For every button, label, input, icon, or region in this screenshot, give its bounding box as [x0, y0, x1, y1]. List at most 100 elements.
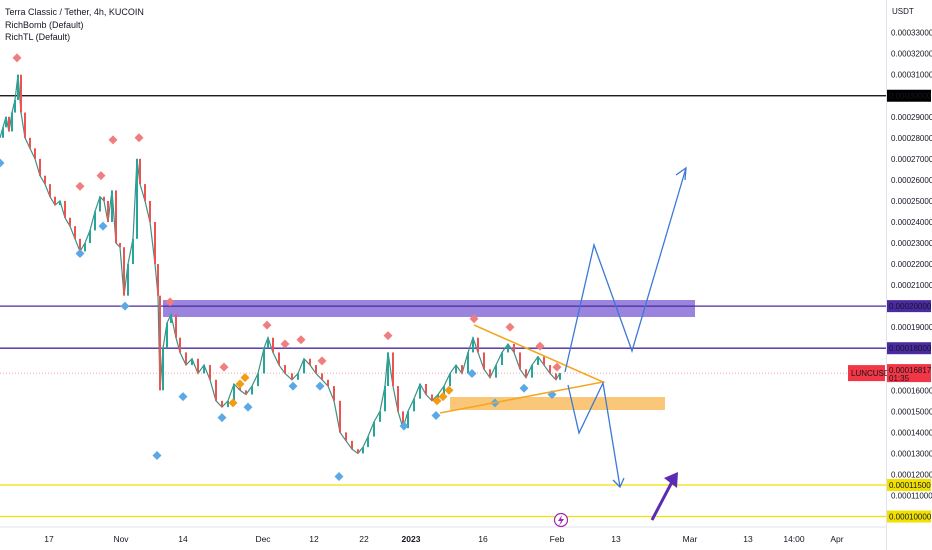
- candle-10: [34, 148, 36, 159]
- orange-marker-3: [432, 396, 442, 406]
- candle-70: [339, 400, 341, 433]
- candle-108: [555, 373, 557, 380]
- candle-63: [297, 373, 299, 380]
- candle-48: [209, 365, 211, 380]
- candle-59: [272, 337, 274, 353]
- candle-79: [387, 352, 389, 387]
- candle-87: [431, 394, 433, 401]
- y-tick-4: 0.00028000: [891, 134, 932, 143]
- y-tick-6: 0.00026000: [891, 176, 932, 185]
- y-tick-15: 0.00014000: [891, 428, 932, 437]
- orange-marker-2: [240, 373, 250, 383]
- candle-26: [111, 190, 113, 222]
- legend-indicator-richtl: RichTL (Default): [5, 32, 71, 42]
- candle-54: [245, 390, 247, 395]
- candle-105: [537, 356, 539, 366]
- candle-61: [284, 365, 286, 374]
- y-tick-9: 0.00023000: [891, 239, 932, 248]
- candle-6: [17, 74, 19, 100]
- candle-57: [263, 348, 265, 374]
- bullish-marker-3: [120, 301, 130, 311]
- candle-109: [559, 373, 561, 380]
- candle-94: [472, 337, 474, 353]
- x-tick-11: 13: [743, 534, 753, 544]
- purple-arrow-shaft: [650, 479, 675, 521]
- candle-7: [20, 74, 22, 113]
- current-price-countdown: 01:35: [889, 374, 910, 383]
- bearish-marker-1: [75, 181, 85, 191]
- bullish-marker-2: [98, 221, 108, 231]
- candle-103: [525, 369, 527, 378]
- candle-106: [543, 356, 545, 366]
- bullish-marker-8: [288, 381, 298, 391]
- price-label-4: 0.00010000: [889, 513, 932, 522]
- price-label-1: 0.00020000: [889, 302, 932, 311]
- candle-28: [119, 243, 121, 248]
- candle-27: [115, 190, 117, 244]
- candle-91: [455, 365, 457, 374]
- bearish-marker-8: [296, 335, 306, 345]
- candle-15: [59, 200, 61, 206]
- candle-31: [132, 238, 134, 265]
- candle-17: [69, 217, 71, 227]
- candle-14: [54, 196, 56, 206]
- candle-5: [14, 99, 16, 113]
- candle-35: [149, 200, 151, 222]
- y-tick-5: 0.00027000: [891, 155, 932, 164]
- candle-1: [2, 127, 4, 138]
- candle-72: [351, 440, 353, 450]
- bearish-marker-0: [12, 53, 22, 63]
- candle-107: [549, 365, 551, 374]
- candle-58: [267, 337, 269, 349]
- candle-9: [29, 137, 31, 149]
- candle-24: [103, 196, 105, 201]
- candle-68: [327, 379, 329, 387]
- bullish-marker-0: [0, 158, 5, 168]
- candle-82: [402, 411, 404, 429]
- bearish-marker-11: [469, 314, 479, 324]
- candle-39: [162, 348, 164, 391]
- x-tick-9: 13: [611, 534, 621, 544]
- bullish-projection: [564, 167, 687, 373]
- x-tick-4: 12: [309, 534, 319, 544]
- candle-41: [170, 314, 172, 323]
- candle-62: [291, 373, 293, 380]
- candle-32: [136, 158, 138, 239]
- x-tick-13: Apr: [830, 534, 843, 544]
- lightning-icon: [558, 515, 564, 526]
- candle-44: [185, 352, 187, 366]
- candle-83: [407, 411, 409, 429]
- candle-16: [64, 200, 66, 218]
- bearish-marker-6: [262, 320, 272, 330]
- candle-96: [483, 352, 485, 370]
- bullish-marker-9: [315, 381, 325, 391]
- candle-80: [392, 352, 394, 387]
- bullish-marker-6: [217, 413, 227, 423]
- candle-11: [39, 158, 41, 176]
- x-tick-2: 14: [178, 534, 188, 544]
- x-tick-10: Mar: [683, 534, 698, 544]
- orange-marker-5: [444, 385, 454, 395]
- price-label-bg-1: [887, 300, 931, 313]
- candle-89: [443, 386, 445, 395]
- y-tick-18: 0.00011000: [891, 491, 932, 500]
- y-tick-3: 0.00029000: [891, 113, 932, 122]
- candle-37: [157, 264, 159, 296]
- legend-symbol-title: Terra Classic / Tether, 4h, KUCOIN: [5, 7, 144, 17]
- candle-34: [144, 184, 146, 201]
- candle-47: [203, 365, 205, 374]
- candle-12: [44, 175, 46, 185]
- candle-98: [495, 365, 497, 378]
- candle-3: [8, 116, 10, 132]
- candle-100: [507, 344, 509, 353]
- price-series-line: [0, 74, 561, 455]
- candle-50: [221, 400, 223, 408]
- candle-73: [357, 449, 359, 454]
- x-tick-3: Dec: [255, 534, 271, 544]
- orange-marker-0: [228, 398, 238, 408]
- bullish-marker-4: [152, 451, 162, 461]
- y-tick-2: 0.00031000: [891, 71, 932, 80]
- candle-21: [89, 230, 91, 244]
- candle-92: [461, 365, 463, 374]
